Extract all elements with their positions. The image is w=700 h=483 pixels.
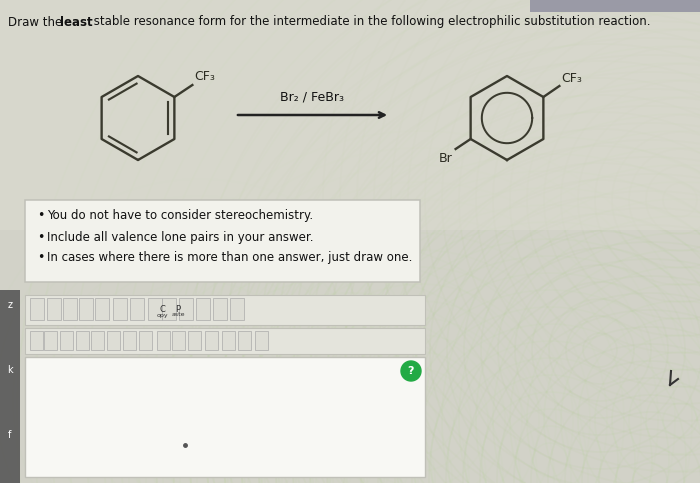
Text: stable resonance form for the intermediate in the following electrophilic substi: stable resonance form for the intermedia… [90, 15, 650, 28]
Bar [148, 298, 162, 320]
Bar [188, 331, 201, 350]
Bar [157, 331, 170, 350]
Text: Include all valence lone pairs in your answer.: Include all valence lone pairs in your a… [47, 230, 314, 243]
Bar [162, 298, 176, 320]
Text: z: z [8, 300, 13, 310]
Text: least: least [60, 15, 92, 28]
Bar [530, 0, 700, 12]
Bar [179, 298, 193, 320]
Text: You do not have to consider stereochemistry.: You do not have to consider stereochemis… [47, 210, 313, 223]
Text: CF₃: CF₃ [195, 70, 215, 83]
Text: opy: opy [156, 313, 168, 317]
Bar [255, 331, 268, 350]
Bar [0, 0, 700, 230]
Text: •: • [37, 252, 44, 265]
Bar [63, 298, 77, 320]
Text: f: f [8, 430, 12, 440]
Text: •: • [37, 210, 44, 223]
Bar [172, 331, 185, 350]
Bar [130, 298, 144, 320]
Bar [222, 331, 235, 350]
Bar [213, 298, 227, 320]
Bar [76, 331, 89, 350]
Bar [30, 298, 44, 320]
Text: Draw the: Draw the [8, 15, 66, 28]
Bar [25, 328, 425, 354]
Bar [25, 357, 425, 477]
Bar [60, 331, 73, 350]
Text: ?: ? [407, 366, 414, 376]
Text: P: P [176, 304, 181, 313]
Circle shape [401, 361, 421, 381]
Bar [95, 298, 109, 320]
Text: Br: Br [439, 152, 453, 165]
Bar [113, 298, 127, 320]
Bar [47, 298, 61, 320]
Text: In cases where there is more than one answer, just draw one.: In cases where there is more than one an… [47, 252, 412, 265]
Bar [79, 298, 93, 320]
Bar [25, 295, 425, 325]
Text: •: • [37, 230, 44, 243]
Bar [25, 200, 420, 282]
Bar [0, 290, 20, 483]
Bar [230, 298, 244, 320]
Text: Br₂ / FeBr₃: Br₂ / FeBr₃ [281, 90, 344, 103]
Text: CF₃: CF₃ [561, 72, 582, 85]
Text: aste: aste [172, 313, 185, 317]
Bar [30, 331, 43, 350]
Bar [205, 331, 218, 350]
Text: k: k [7, 365, 13, 375]
Bar [123, 331, 136, 350]
Text: C: C [159, 304, 165, 313]
Bar [139, 331, 152, 350]
Bar [238, 331, 251, 350]
Bar [107, 331, 120, 350]
Bar [196, 298, 210, 320]
Bar [44, 331, 57, 350]
Bar [91, 331, 104, 350]
